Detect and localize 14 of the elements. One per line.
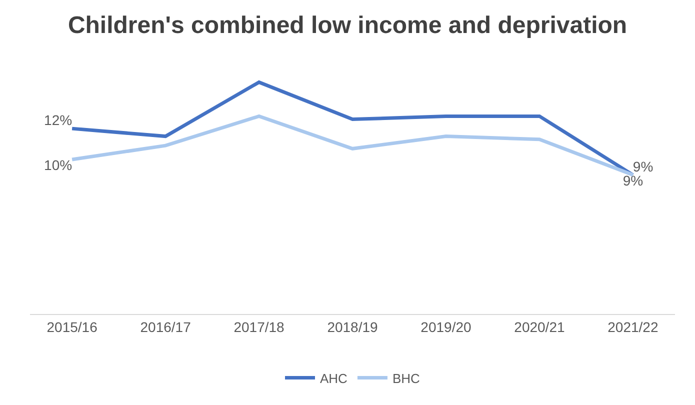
data-label: 12% bbox=[44, 112, 72, 128]
x-tick-label: 2019/20 bbox=[420, 318, 472, 335]
x-tick-label: 2021/22 bbox=[608, 318, 658, 335]
legend-label: AHC bbox=[320, 370, 348, 386]
data-label: 9% bbox=[632, 158, 654, 174]
x-tick-label: 2015/16 bbox=[46, 318, 98, 335]
x-tick-label: 2016/17 bbox=[140, 318, 192, 335]
data-label: 10% bbox=[44, 156, 72, 173]
chart-title: Children's combined low income and deprivation bbox=[68, 12, 628, 39]
x-tick-label: 2018/19 bbox=[327, 318, 378, 335]
legend-label: BHC bbox=[392, 370, 420, 386]
x-tick-label: 2020/21 bbox=[514, 318, 565, 335]
data-label: 9% bbox=[622, 172, 644, 188]
x-tick-label: 2017/18 bbox=[234, 318, 285, 335]
